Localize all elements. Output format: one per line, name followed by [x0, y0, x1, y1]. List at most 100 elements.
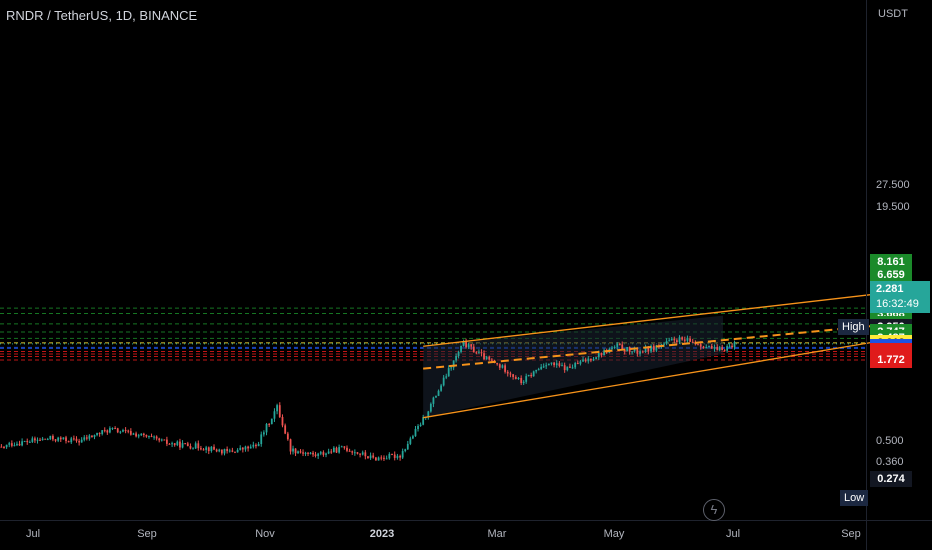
- candle-body: [641, 351, 644, 353]
- candle-body: [44, 438, 47, 440]
- candle-body: [26, 441, 29, 443]
- candle-body: [348, 450, 351, 452]
- candle-body: [597, 352, 600, 358]
- candle-body: [171, 443, 173, 445]
- time-axis-divider: [0, 520, 932, 521]
- candle-body: [380, 457, 383, 459]
- candle-body: [210, 446, 213, 452]
- candle-body: [691, 341, 694, 343]
- candle-body: [611, 347, 613, 349]
- candle-body: [429, 403, 432, 412]
- candle-body: [239, 447, 242, 450]
- candle-body: [621, 344, 624, 350]
- candle-body: [652, 345, 655, 351]
- time-tick-label: Sep: [841, 528, 861, 540]
- candle-body: [257, 443, 260, 447]
- symbol-title[interactable]: RNDR / TetherUS, 1D, BINANCE: [6, 8, 198, 23]
- candle-body: [314, 454, 317, 456]
- candle-body: [670, 338, 673, 341]
- time-tick-label: May: [603, 528, 625, 540]
- candle-body: [304, 452, 307, 454]
- candle-body: [218, 449, 221, 452]
- candle-body: [498, 364, 501, 368]
- candle-body: [39, 439, 41, 441]
- candle-body: [514, 376, 517, 379]
- candle-body: [525, 376, 528, 382]
- candle-body: [330, 451, 333, 453]
- candle-body: [470, 344, 473, 347]
- price-axis-currency[interactable]: USDT: [878, 8, 908, 20]
- candle-body: [150, 436, 153, 438]
- candle-body: [626, 346, 629, 352]
- candle-body: [522, 381, 525, 384]
- candle-body: [427, 411, 430, 418]
- candle-body: [200, 448, 202, 450]
- candle-body: [462, 341, 465, 346]
- candle-body: [733, 342, 736, 348]
- candle-body: [101, 430, 104, 434]
- channel-upper-line: [423, 291, 891, 347]
- candle-body: [114, 428, 117, 430]
- candle-body: [689, 338, 691, 342]
- candle-body: [213, 446, 215, 450]
- price-level-label[interactable]: 8.161: [870, 254, 912, 271]
- candle-body: [72, 438, 75, 440]
- last-price-label[interactable]: 2.281 16:32:49: [870, 281, 930, 313]
- candle-body: [289, 439, 292, 452]
- candle-body: [488, 356, 491, 360]
- candle-body: [681, 337, 684, 340]
- candle-body: [353, 452, 356, 454]
- candle-body: [574, 363, 577, 368]
- candle-body: [396, 455, 399, 458]
- candle-body: [563, 365, 566, 371]
- candle-body: [356, 452, 359, 454]
- candle-body: [223, 449, 226, 454]
- time-tick-label: Jul: [725, 528, 741, 540]
- candle-body: [49, 435, 52, 440]
- candle-body: [142, 433, 145, 435]
- candle-body: [236, 449, 239, 453]
- candle-body: [127, 430, 130, 432]
- candle-body: [633, 349, 636, 352]
- candle-body: [628, 346, 631, 352]
- candle-body: [417, 425, 419, 430]
- last-price-value: 2.281: [876, 283, 904, 295]
- candle-body: [8, 443, 11, 445]
- candle-body: [124, 430, 127, 432]
- candle-body: [686, 338, 689, 341]
- candle-body: [435, 395, 437, 398]
- candle-body: [294, 448, 297, 454]
- candle-body: [34, 438, 36, 441]
- candle-body: [98, 432, 101, 434]
- candle-body: [135, 433, 137, 437]
- candle-body: [327, 451, 330, 454]
- candle-body: [592, 358, 595, 361]
- candle-body: [278, 405, 281, 418]
- tradingview-bolt-icon[interactable]: ϟ: [703, 499, 725, 521]
- candle-body: [129, 431, 132, 435]
- price-level-label[interactable]: 1.772: [870, 352, 912, 369]
- candle-body: [163, 439, 166, 441]
- high-tag: High: [838, 319, 869, 336]
- candle-body: [297, 451, 299, 454]
- candle-body: [231, 450, 234, 452]
- channel-median-line: [423, 323, 891, 370]
- price-level-label[interactable]: 0.274: [870, 471, 912, 488]
- candle-body: [116, 428, 119, 433]
- candle-body: [54, 439, 57, 441]
- candle-body: [452, 360, 455, 368]
- candle-body: [3, 446, 5, 448]
- candle-body: [699, 344, 702, 347]
- candle-body: [23, 441, 26, 443]
- time-tick-label: Sep: [137, 528, 157, 540]
- price-tick-label: 0.360: [876, 456, 904, 468]
- candle-body: [312, 452, 314, 455]
- candle-body: [542, 366, 545, 368]
- price-axis-divider: [866, 0, 867, 550]
- candle-body: [265, 423, 268, 433]
- candle-body: [496, 363, 499, 365]
- candle-body: [504, 365, 506, 372]
- candle-body: [168, 443, 171, 445]
